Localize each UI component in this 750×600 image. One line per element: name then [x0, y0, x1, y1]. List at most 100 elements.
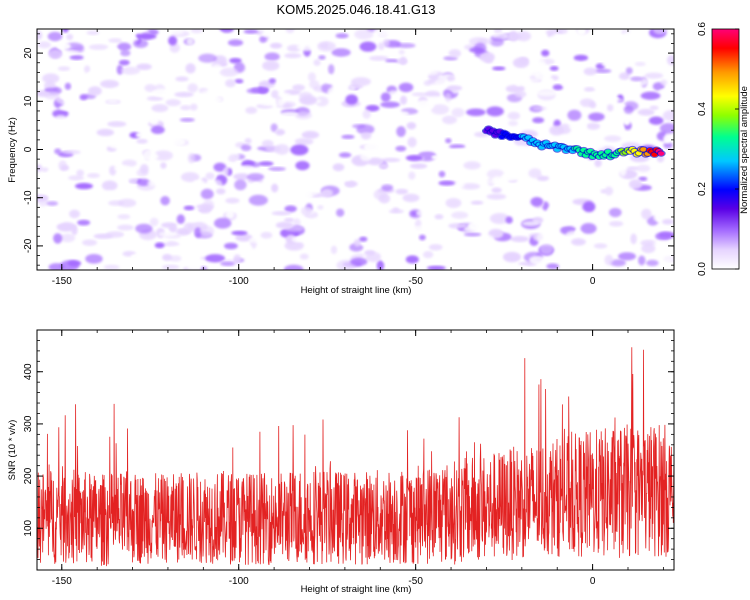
- heatmap-cell: [378, 119, 398, 128]
- heatmap-cell: [136, 168, 149, 177]
- heatmap-cell: [484, 179, 504, 185]
- heatmap-cell: [156, 182, 165, 192]
- heatmap-cell: [58, 105, 78, 111]
- heatmap-cell: [638, 255, 646, 266]
- heatmap-cell: [502, 251, 522, 263]
- heatmap-cell: [578, 39, 585, 50]
- heatmap-cell: [267, 166, 286, 171]
- heatmap-cell: [88, 135, 105, 141]
- heatmap-cell: [240, 144, 252, 152]
- heatmap-cell: [541, 49, 550, 57]
- heatmap-cell: [244, 137, 252, 144]
- heatmap-cell: [180, 105, 192, 111]
- heatmap-cell: [48, 263, 65, 270]
- heatmap-cell: [555, 29, 568, 35]
- heatmap-cell: [549, 66, 559, 71]
- heatmap-cell: [363, 142, 380, 153]
- heatmap-cell: [626, 166, 639, 171]
- heatmap-cell: [240, 41, 260, 47]
- heatmap-cell: [62, 29, 69, 33]
- heatmap-cell: [618, 72, 630, 80]
- heatmap-cell: [556, 216, 573, 226]
- heatmap-cell: [547, 205, 558, 217]
- heatmap-cell: [120, 66, 141, 75]
- signal-ridge: [481, 125, 666, 161]
- heatmap-cell: [317, 205, 324, 210]
- heatmap-cell: [641, 208, 652, 220]
- heatmap-cell: [121, 159, 137, 167]
- heatmap-cell: [612, 191, 623, 196]
- heatmap-cell: [623, 101, 639, 111]
- heatmap-cell: [583, 67, 597, 76]
- heatmap-cell: [528, 168, 542, 179]
- heatmap-cell: [301, 130, 320, 139]
- heatmap-cell: [365, 104, 380, 112]
- heatmap-cell: [185, 63, 196, 74]
- heatmap-cell: [598, 210, 611, 218]
- heatmap-cell: [628, 179, 643, 190]
- heatmap-cell: [327, 86, 342, 98]
- heatmap-cell: [133, 39, 149, 49]
- heatmap-cell: [301, 206, 312, 216]
- heatmap-cell: [343, 215, 360, 226]
- heatmap-cell: [186, 38, 194, 46]
- heatmap-cell: [659, 122, 674, 134]
- heatmap-cell: [594, 83, 607, 89]
- heatmap-cell: [378, 193, 391, 204]
- heatmap-cell: [262, 60, 280, 71]
- heatmap-cell: [149, 217, 159, 227]
- heatmap-cell: [616, 102, 626, 109]
- heatmap-cell: [215, 188, 226, 195]
- heatmap-cell: [75, 182, 93, 190]
- heatmap-cell: [265, 145, 281, 153]
- heatmap-cell: [37, 164, 43, 173]
- heatmap-cell: [392, 207, 400, 213]
- heatmap-cell: [501, 172, 520, 182]
- heatmap-cell: [541, 77, 554, 84]
- heatmap-cell: [584, 92, 601, 97]
- heatmap-cell: [296, 191, 314, 201]
- heatmap-cell: [532, 117, 545, 124]
- heatmap-cell: [136, 138, 148, 144]
- heatmap-cell: [284, 53, 302, 59]
- heatmap-cell: [186, 263, 201, 270]
- heatmap-cell: [536, 175, 549, 182]
- heatmap-cell: [407, 229, 418, 235]
- heatmap-cell: [271, 183, 279, 193]
- heatmap-cell: [261, 31, 270, 37]
- heatmap-cell: [66, 33, 74, 41]
- heatmap-cell: [588, 112, 605, 122]
- heatmap-cell: [275, 128, 286, 136]
- heatmap-cell: [174, 91, 194, 98]
- heatmap-cell: [270, 123, 278, 133]
- heatmap-cell: [539, 243, 554, 255]
- heatmap-cell: [64, 82, 72, 90]
- heatmap-cell: [44, 80, 56, 91]
- y-tick-label: 0: [23, 146, 34, 152]
- heatmap-cell: [467, 220, 488, 231]
- heatmap-cell: [648, 116, 664, 125]
- heatmap-cell: [529, 255, 546, 265]
- heatmap-cell: [37, 41, 51, 49]
- heatmap-cell: [104, 190, 115, 199]
- heatmap-cell: [135, 132, 144, 138]
- heatmap-cell: [558, 36, 570, 41]
- heatmap-cell: [515, 80, 522, 87]
- heatmap-cell: [251, 181, 262, 192]
- heatmap-cell: [117, 42, 132, 51]
- heatmap-cell: [167, 29, 184, 35]
- heatmap-cell: [210, 246, 224, 254]
- heatmap-cell: [590, 170, 603, 176]
- heatmap-cell: [618, 37, 631, 47]
- heatmap-cell: [175, 76, 189, 82]
- heatmap-cell: [659, 231, 674, 239]
- heatmap-cell: [260, 231, 273, 239]
- heatmap-cell: [135, 125, 153, 134]
- heatmap-cell: [266, 243, 280, 249]
- heatmap-cell: [196, 252, 209, 257]
- heatmap-cell: [546, 263, 560, 270]
- heatmap-cell: [198, 64, 216, 76]
- heatmap-cell: [235, 233, 253, 242]
- heatmap-cell: [516, 146, 528, 154]
- heatmap-cell: [119, 29, 130, 33]
